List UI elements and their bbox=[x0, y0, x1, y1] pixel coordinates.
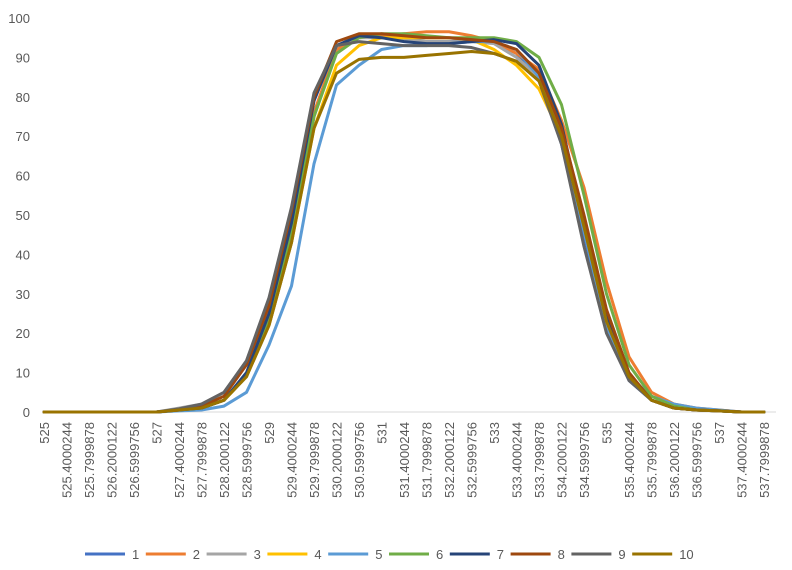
x-tick-label: 537.4000244 bbox=[735, 422, 750, 498]
legend-label: 2 bbox=[193, 547, 200, 562]
x-tick-label: 526.2000122 bbox=[105, 422, 120, 498]
series-line bbox=[42, 32, 766, 414]
y-tick-label: 80 bbox=[16, 90, 30, 105]
series-line bbox=[42, 32, 766, 414]
series-line bbox=[42, 34, 766, 414]
x-tick-label: 534.5999756 bbox=[577, 422, 592, 498]
legend-label: 4 bbox=[314, 547, 321, 562]
x-tick-label: 531.4000244 bbox=[397, 422, 412, 498]
y-tick-label: 50 bbox=[16, 208, 30, 223]
x-tick-label: 529.7999878 bbox=[307, 422, 322, 498]
legend-label: 9 bbox=[618, 547, 625, 562]
series-line bbox=[42, 36, 766, 414]
x-tick-label: 528.2000122 bbox=[217, 422, 232, 498]
legend-label: 1 bbox=[132, 547, 139, 562]
x-tick-label: 527.4000244 bbox=[172, 422, 187, 498]
x-tick-label: 531 bbox=[375, 422, 390, 444]
y-tick-label: 0 bbox=[23, 405, 30, 420]
series-line bbox=[42, 36, 766, 414]
x-tick-label: 537.7999878 bbox=[757, 422, 772, 498]
x-tick-label: 535.4000244 bbox=[622, 422, 637, 498]
series-line bbox=[42, 40, 766, 414]
y-tick-label: 100 bbox=[8, 11, 30, 26]
x-tick-label: 533.4000244 bbox=[510, 422, 525, 498]
x-tick-label: 536.2000122 bbox=[667, 422, 682, 498]
y-tick-label: 30 bbox=[16, 287, 30, 302]
x-tick-label: 531.7999878 bbox=[420, 422, 435, 498]
x-tick-label: 526.5999756 bbox=[127, 422, 142, 498]
x-tick-label: 529.4000244 bbox=[285, 422, 300, 498]
x-tick-label: 537 bbox=[712, 422, 727, 444]
x-tick-label: 535.7999878 bbox=[645, 422, 660, 498]
x-tick-label: 532.2000122 bbox=[442, 422, 457, 498]
x-tick-label: 534.2000122 bbox=[555, 422, 570, 498]
y-tick-label: 90 bbox=[16, 50, 30, 65]
x-tick-label: 525 bbox=[37, 422, 52, 444]
legend-label: 7 bbox=[497, 547, 504, 562]
y-tick-label: 10 bbox=[16, 366, 30, 381]
x-tick-label: 530.5999756 bbox=[352, 422, 367, 498]
x-tick-label: 529 bbox=[262, 422, 277, 444]
series-line bbox=[42, 49, 766, 414]
x-tick-label: 532.5999756 bbox=[465, 422, 480, 498]
legend-label: 8 bbox=[558, 547, 565, 562]
legend-label: 3 bbox=[254, 547, 261, 562]
x-tick-label: 525.4000244 bbox=[60, 422, 75, 498]
legend-label: 5 bbox=[375, 547, 382, 562]
y-tick-label: 60 bbox=[16, 169, 30, 184]
x-tick-label: 533.7999878 bbox=[532, 422, 547, 498]
series-line bbox=[42, 34, 766, 414]
x-tick-label: 530.2000122 bbox=[330, 422, 345, 498]
y-tick-label: 70 bbox=[16, 129, 30, 144]
x-tick-label: 536.5999756 bbox=[690, 422, 705, 498]
series-line bbox=[42, 30, 766, 414]
x-tick-label: 527.7999878 bbox=[195, 422, 210, 498]
legend-label: 10 bbox=[679, 547, 693, 562]
x-tick-label: 525.7999878 bbox=[82, 422, 97, 498]
series-line bbox=[42, 40, 766, 414]
legend-label: 6 bbox=[436, 547, 443, 562]
x-tick-label: 533 bbox=[487, 422, 502, 444]
x-tick-label: 527 bbox=[150, 422, 165, 444]
y-tick-label: 20 bbox=[16, 326, 30, 341]
x-tick-label: 528.5999756 bbox=[240, 422, 255, 498]
y-tick-label: 40 bbox=[16, 247, 30, 262]
x-tick-label: 535 bbox=[600, 422, 615, 444]
